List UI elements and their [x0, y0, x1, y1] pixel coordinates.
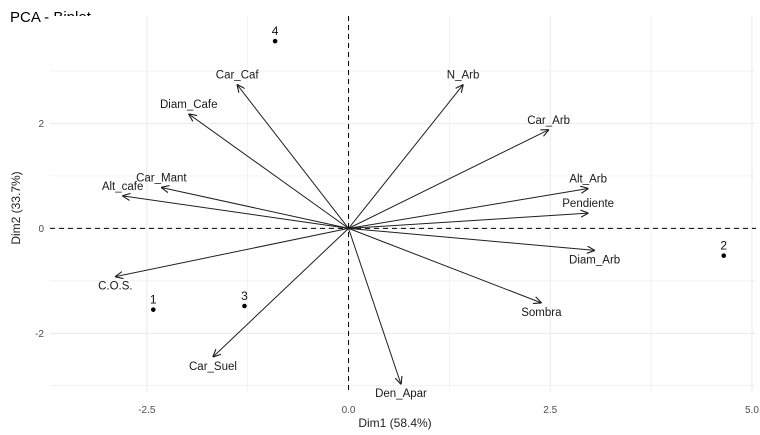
variable-arrow	[348, 213, 589, 229]
y-tick-label: 0	[38, 224, 44, 235]
plot-panel	[50, 16, 756, 392]
variable-label: Car_Caf	[216, 70, 260, 82]
individual-label: 3	[241, 289, 248, 303]
variable-label: Sombra	[521, 307, 562, 319]
individual-point	[150, 307, 156, 312]
y-axis-title: Dim2 (33.7%)	[9, 171, 23, 244]
variable-label: Car_Suel	[189, 361, 237, 373]
variable-label: N_Arb	[447, 70, 480, 82]
variable-arrow	[237, 85, 349, 229]
variable-arrow	[348, 227, 542, 302]
variable-arrow	[123, 196, 349, 229]
variable-arrow	[348, 228, 401, 384]
variable-label: Diam_Cafe	[160, 99, 218, 111]
x-tick-label: 2.5	[543, 405, 557, 416]
x-tick-label: 0.0	[342, 405, 356, 416]
variable-label: C.O.S.	[98, 281, 133, 293]
individual-label: 2	[720, 239, 727, 253]
x-axis-title: Dim1 (58.4%)	[358, 416, 431, 430]
tick-labels: -2.5 0.0 2.5 5.0 -2 0 2	[35, 119, 759, 416]
individual-point	[272, 38, 278, 44]
individual-label: 4	[272, 24, 279, 38]
variable-arrow	[348, 189, 589, 229]
variable-arrows: Car_Caf N_ArbDiam_CafeCar_ArbCar_MantAlt_…	[98, 70, 620, 400]
variable-label: Alt_cafe	[102, 181, 144, 193]
variable-arrow	[115, 227, 349, 276]
x-tick-label: 5.0	[745, 405, 759, 416]
variable-label: Den_Apar	[375, 388, 427, 400]
individual-label: 1	[150, 293, 157, 307]
variable-arrow	[161, 187, 349, 229]
variable-arrow	[213, 228, 349, 356]
x-tick-label: -2.5	[138, 405, 156, 416]
variable-arrow	[348, 227, 595, 250]
variable-label: Diam_Arb	[569, 254, 620, 266]
variable-label: Car_Arb	[527, 115, 570, 127]
individual-point	[721, 253, 727, 258]
variable-arrow	[348, 85, 464, 229]
variable-arrow	[348, 130, 549, 229]
variable-label: Car_Mant	[136, 172, 187, 184]
y-tick-label: -2	[35, 329, 44, 340]
variable-label: Pendiente	[562, 198, 614, 210]
y-tick-label: 2	[38, 119, 44, 130]
individual-point	[242, 303, 247, 309]
variable-arrow	[189, 114, 349, 229]
individual-points: 1 2 3 4	[150, 24, 727, 312]
reference-lines	[50, 16, 756, 392]
variable-label: Alt_Arb	[569, 174, 607, 186]
